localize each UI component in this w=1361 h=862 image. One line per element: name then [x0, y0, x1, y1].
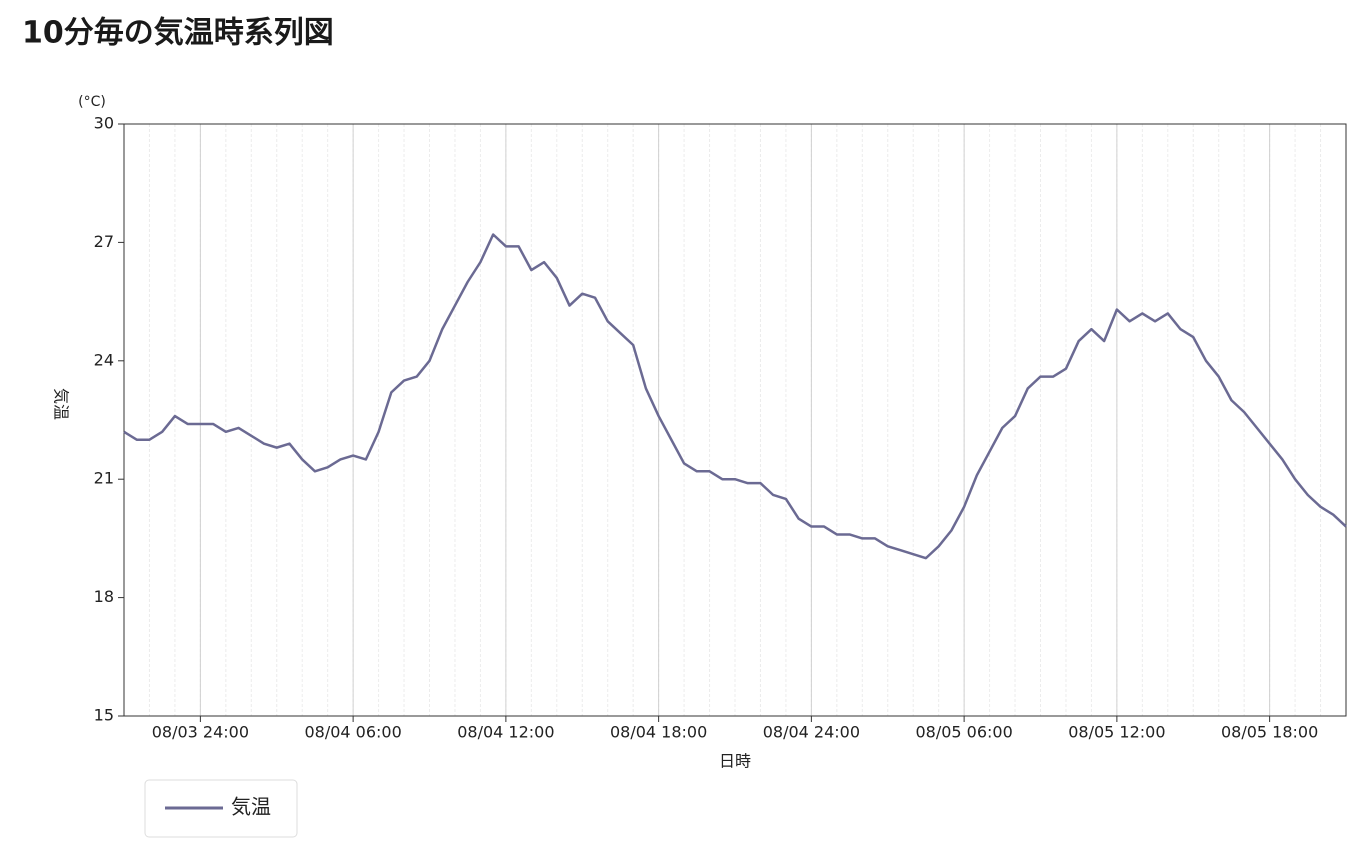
y-tick-label: 27 [94, 232, 114, 251]
x-tick-label: 08/05 06:00 [915, 723, 1012, 742]
y-tick-label: 30 [94, 114, 114, 133]
y-tick-label: 24 [94, 350, 114, 369]
plot-frame [123, 123, 1347, 717]
y-axis-label: 気温 [52, 388, 71, 420]
y-tick-label: 21 [94, 469, 114, 488]
legend-label: 気温 [231, 795, 271, 819]
x-tick-label: 08/04 18:00 [610, 723, 707, 742]
y-tick-label: 15 [94, 706, 114, 725]
x-axis-label: 日時 [719, 752, 751, 771]
x-tick-label: 08/04 12:00 [457, 723, 554, 742]
chart-title: 10分毎の気温時系列図 [22, 16, 334, 51]
y-unit: (°C) [78, 94, 106, 110]
y-tick-label: 18 [94, 587, 114, 606]
x-tick-label: 08/03 24:00 [152, 723, 249, 742]
x-tick-label: 08/04 06:00 [304, 723, 401, 742]
x-tick-label: 08/05 18:00 [1221, 723, 1318, 742]
line-series [123, 233, 1347, 560]
x-tick-label: 08/05 12:00 [1068, 723, 1165, 742]
x-tick-label: 08/04 24:00 [763, 723, 860, 742]
